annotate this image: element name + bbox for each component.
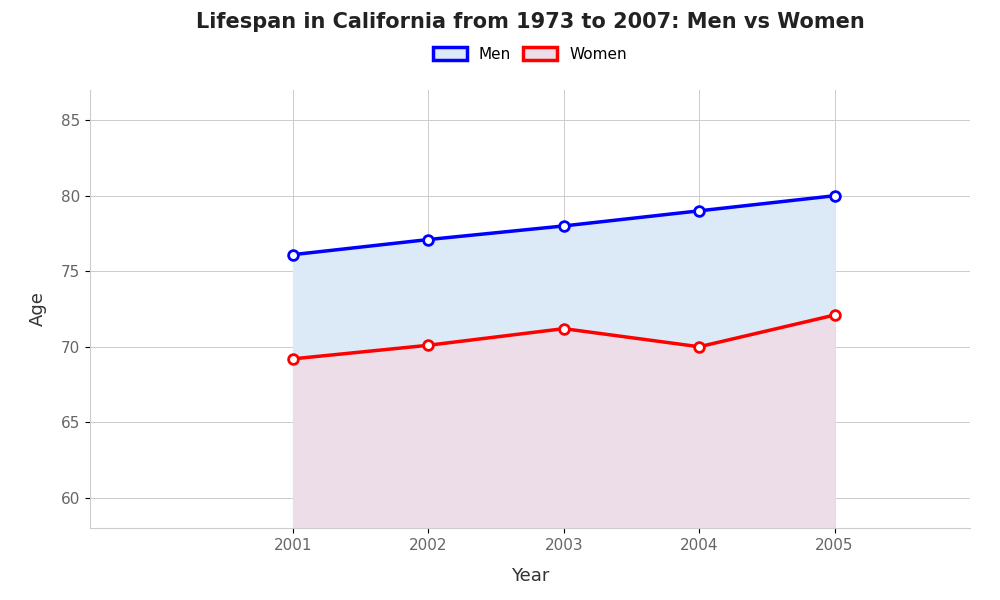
Y-axis label: Age: Age	[29, 292, 47, 326]
Legend: Men, Women: Men, Women	[427, 41, 633, 68]
X-axis label: Year: Year	[511, 566, 549, 584]
Title: Lifespan in California from 1973 to 2007: Men vs Women: Lifespan in California from 1973 to 2007…	[196, 11, 864, 31]
